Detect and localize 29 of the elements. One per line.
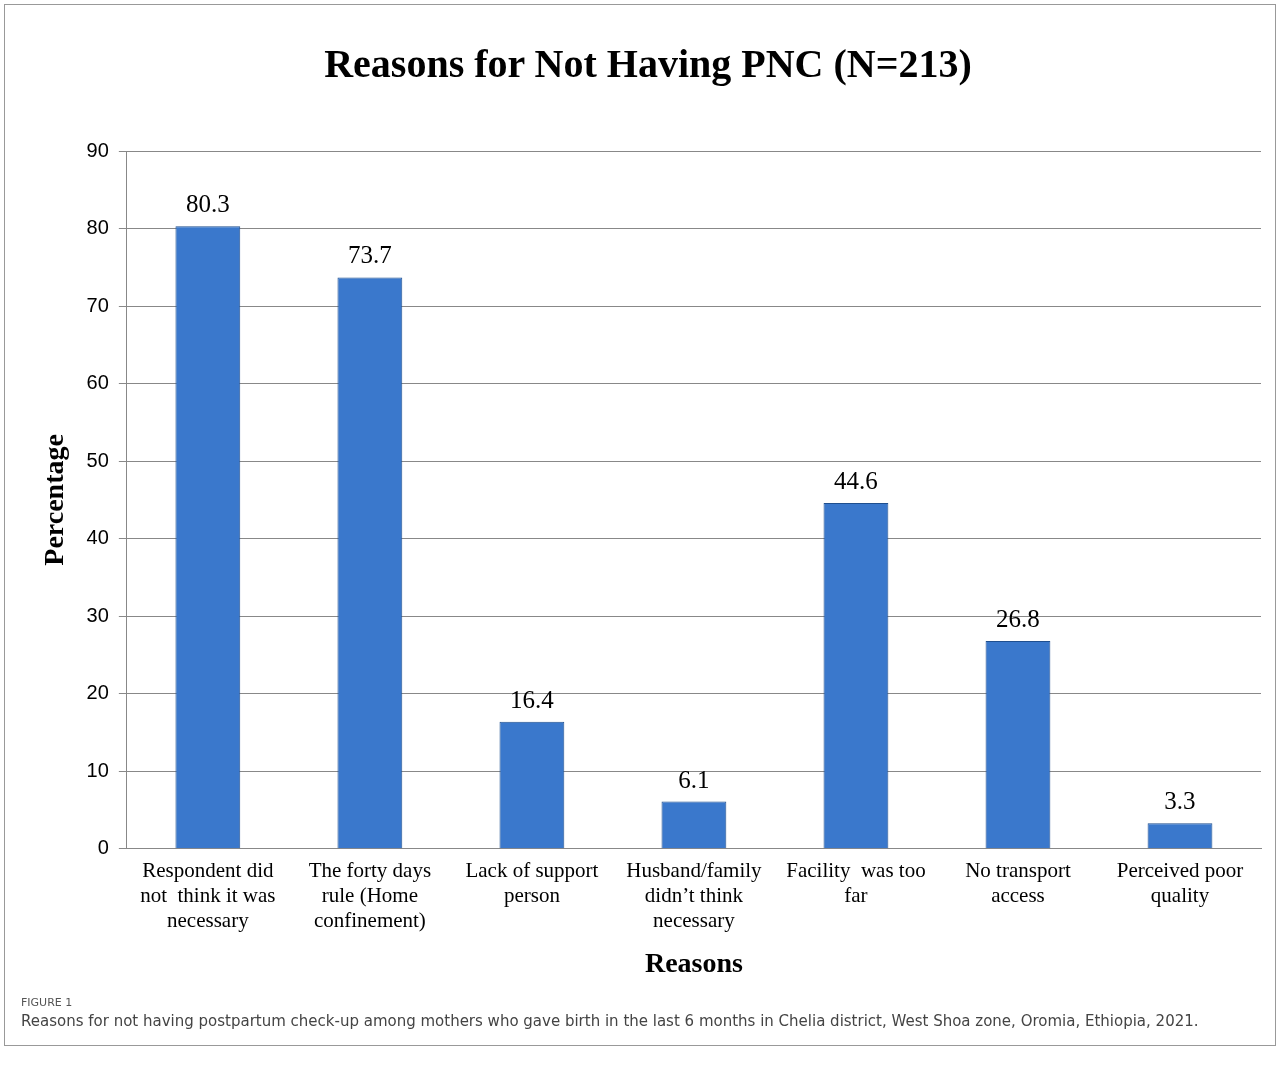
data-label: 73.7 (348, 241, 392, 269)
x-tick-label: Respondent did not think it was necessary (140, 857, 276, 933)
y-tick-label: 20 (86, 681, 109, 704)
x-tick-label: Lack of support person (465, 857, 599, 908)
y-tick-label: 10 (86, 758, 109, 781)
data-label: 16.4 (510, 685, 555, 713)
x-tick-label: No transport access (965, 857, 1071, 908)
x-tick-label: Husband/family didn’t think necessary (626, 857, 763, 933)
data-label: 44.6 (834, 467, 878, 495)
y-tick-label: 30 (86, 603, 109, 626)
data-label: 3.3 (1164, 787, 1196, 815)
y-tick-label: 40 (86, 526, 109, 549)
x-tick-label: Perceived poor quality (1116, 857, 1244, 908)
data-label: 80.3 (185, 190, 230, 218)
x-tick-label: Facility was too far (786, 857, 926, 908)
y-tick-label: 70 (86, 293, 109, 316)
y-tick-label: 80 (86, 216, 109, 239)
x-tick-label: The forty days rule (Home confinement) (308, 857, 432, 933)
text: Reasons for not having postpartum check-up among mothers who gave birth in the last 6 months in Chelia district, West Shoa zone, Oromia, Ethiopia, 2021. (21, 1011, 1200, 1032)
y-axis-title: Percentage (38, 434, 70, 566)
x-axis-title: Reasons (644, 947, 744, 979)
y-tick-label: 50 (86, 448, 109, 471)
y-tick-label: 60 (86, 371, 109, 394)
y-tick-label: 0 (97, 836, 109, 859)
y-tick-label: 90 (86, 138, 109, 161)
data-label: 6.1 (678, 765, 710, 793)
chart-title: Reasons for Not Having PNC (N=213) (324, 41, 972, 87)
caption: FIGURE 1 (21, 996, 74, 1009)
data-label: 26.8 (996, 605, 1040, 633)
